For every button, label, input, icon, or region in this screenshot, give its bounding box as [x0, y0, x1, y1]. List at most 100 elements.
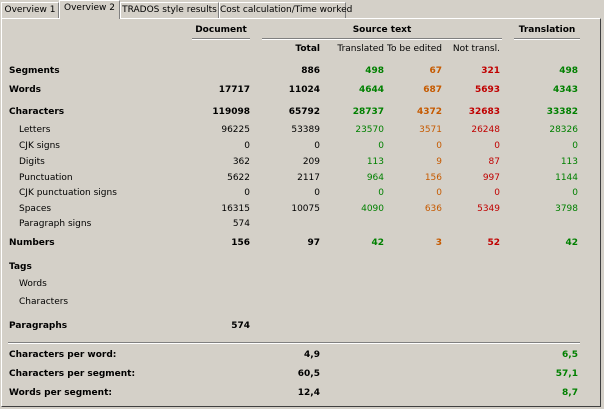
cell-to-be-edited: 3571: [419, 125, 442, 135]
ratio-label: Characters per segment:: [9, 369, 136, 379]
ratio-separator: [8, 342, 580, 344]
cell-to-be-edited: 0: [436, 188, 442, 198]
cell-translation: 3798: [555, 204, 578, 214]
cell-document: 17717: [218, 85, 250, 95]
cell-not-translated: 32683: [468, 107, 500, 117]
cell-translated: 498: [365, 66, 384, 76]
row-label: Digits: [19, 157, 45, 167]
row-label: Tags: [9, 262, 32, 272]
header-to-be-edited: To be edited: [387, 44, 442, 54]
row-label: Words: [9, 85, 42, 95]
cell-total: 0: [314, 141, 320, 151]
ratio-total: 4,9: [304, 350, 320, 360]
cell-document: 0: [244, 188, 250, 198]
cell-total: 53389: [291, 125, 320, 135]
cell-translated: 964: [366, 173, 384, 183]
cell-to-be-edited: 687: [423, 85, 442, 95]
cell-total: 11024: [288, 85, 320, 95]
cell-translated: 4644: [358, 85, 384, 95]
cell-document: 574: [231, 321, 250, 331]
tab-overview-1[interactable]: Overview 1: [1, 2, 59, 18]
cell-not-translated: 0: [494, 141, 500, 151]
header-source-text-line: [262, 38, 502, 40]
header-source-text: Source text: [352, 25, 412, 35]
cell-translated: 113: [366, 157, 384, 167]
cell-translation: 113: [560, 157, 578, 167]
ratio-translation: 6,5: [562, 350, 578, 360]
header-translated: Translated: [337, 44, 384, 54]
cell-translated: 23570: [355, 125, 384, 135]
cell-to-be-edited: 9: [436, 157, 442, 167]
cell-translated: 42: [371, 238, 384, 248]
row-label: Segments: [9, 66, 60, 76]
row-label: Characters: [19, 297, 69, 307]
cell-translated: 4090: [361, 204, 384, 214]
cell-total: 97: [307, 238, 320, 248]
cell-document: 362: [232, 157, 250, 167]
cell-to-be-edited: 67: [429, 66, 442, 76]
statistics-panel: [1, 18, 601, 407]
cell-translated: 28737: [352, 107, 384, 117]
row-label: Words: [19, 279, 47, 289]
row-label: Numbers: [9, 238, 55, 248]
row-label: Characters: [9, 107, 65, 117]
header-translation: Translation: [518, 25, 576, 35]
cell-total: 209: [302, 157, 320, 167]
cell-not-translated: 997: [482, 173, 500, 183]
row-label: Letters: [19, 125, 51, 135]
cell-document: 96225: [221, 125, 250, 135]
cell-not-translated: 87: [488, 157, 500, 167]
cell-total: 2117: [297, 173, 320, 183]
cell-document: 156: [231, 238, 250, 248]
cell-document: 5622: [227, 173, 250, 183]
cell-not-translated: 0: [494, 188, 500, 198]
cell-to-be-edited: 0: [436, 141, 442, 151]
cell-not-translated: 321: [481, 66, 500, 76]
cell-document: 16315: [221, 204, 250, 214]
cell-translation: 1144: [555, 173, 578, 183]
header-total: Total: [295, 44, 320, 54]
cell-document: 119098: [212, 107, 250, 117]
cell-not-translated: 52: [487, 238, 500, 248]
cell-translation: 33382: [546, 107, 578, 117]
row-label: Paragraphs: [9, 321, 68, 331]
cell-to-be-edited: 156: [424, 173, 442, 183]
ratio-label: Words per segment:: [9, 388, 112, 398]
tab-cost-calculation[interactable]: Cost calculation/Time worked: [219, 2, 352, 18]
ratio-total: 60,5: [297, 369, 320, 379]
cell-not-translated: 5693: [474, 85, 500, 95]
row-label: Spaces: [19, 204, 52, 214]
header-document: Document: [195, 25, 247, 35]
tab-trados-style-results[interactable]: TRADOS style results: [120, 2, 219, 18]
cell-document: 574: [232, 219, 250, 229]
ratio-translation: 57,1: [555, 369, 578, 379]
ratio-translation: 8,7: [562, 388, 578, 398]
header-not-translated: Not transl.: [452, 44, 500, 54]
cell-total: 10075: [291, 204, 320, 214]
cell-translated: 0: [378, 141, 384, 151]
cell-to-be-edited: 4372: [416, 107, 442, 117]
header-document-line: [192, 38, 250, 40]
cell-to-be-edited: 636: [424, 204, 442, 214]
cell-to-be-edited: 3: [435, 238, 442, 248]
cell-not-translated: 5349: [477, 204, 500, 214]
tab-overview-2[interactable]: Overview 2: [59, 0, 120, 19]
header-translation-line: [514, 38, 580, 40]
cell-total: 65792: [288, 107, 320, 117]
row-label: CJK punctuation signs: [19, 188, 117, 198]
ratio-label: Characters per word:: [9, 350, 117, 360]
cell-translation: 28326: [549, 125, 578, 135]
tab-bar: Overview 1 Overview 2 TRADOS style resul…: [0, 0, 604, 19]
cell-not-translated: 26248: [471, 125, 500, 135]
cell-translation: 498: [559, 66, 578, 76]
cell-translation: 42: [565, 238, 578, 248]
ratio-total: 12,4: [297, 388, 320, 398]
row-label: Paragraph signs: [19, 219, 92, 229]
row-label: Punctuation: [19, 173, 73, 183]
cell-translation: 4343: [552, 85, 578, 95]
row-label: CJK signs: [19, 141, 60, 151]
cell-translation: 0: [572, 188, 578, 198]
cell-translated: 0: [378, 188, 384, 198]
cell-document: 0: [244, 141, 250, 151]
cell-translation: 0: [572, 141, 578, 151]
